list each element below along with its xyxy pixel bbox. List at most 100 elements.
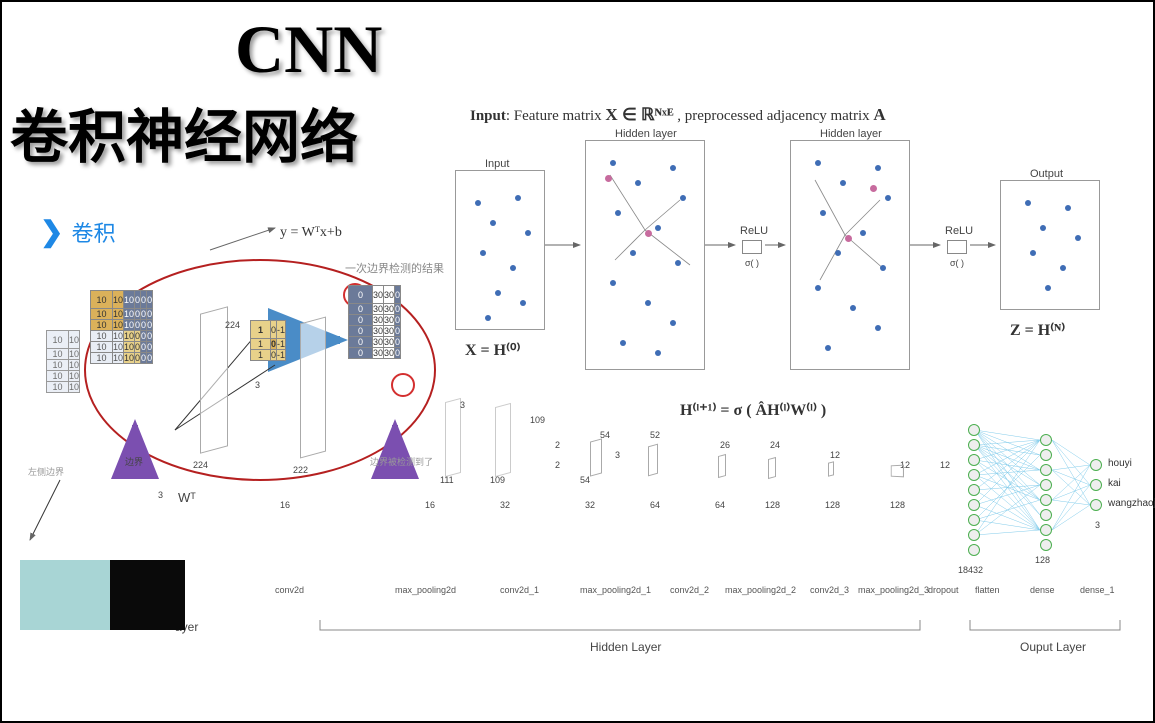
flatten-node <box>968 424 980 436</box>
dim-109b: 109 <box>490 475 505 485</box>
dense-node <box>1040 479 1052 491</box>
dim-12c: 12 <box>940 460 950 470</box>
graph-hidden1-panel <box>585 140 705 370</box>
dim-109a: 109 <box>530 415 545 425</box>
dim-52: 52 <box>650 430 660 440</box>
dim-128a: 128 <box>765 500 780 510</box>
dim-64a: 64 <box>650 500 660 510</box>
conv-result-label: 一次边界检测的结果 <box>345 260 444 276</box>
arch-box-54 <box>590 438 602 476</box>
dim-222a: 222 <box>293 465 308 475</box>
dim-32a: 32 <box>500 500 510 510</box>
layer-conv2d: conv2d <box>275 585 304 595</box>
flatten-node <box>968 454 980 466</box>
sigma2-label: σ( ) <box>950 258 964 268</box>
dense-node <box>1040 509 1052 521</box>
graph-dot <box>815 285 821 291</box>
dim-12a: 12 <box>830 450 840 460</box>
graph-dot <box>670 320 676 326</box>
output-node <box>1090 499 1102 511</box>
graph-dot <box>1030 250 1036 256</box>
layer-conv2d2: conv2d_2 <box>670 585 709 595</box>
dense-node <box>1040 449 1052 461</box>
output-node <box>1090 459 1102 471</box>
flatten-node <box>968 484 980 496</box>
layer-maxpool2d: max_pooling2d <box>395 585 456 595</box>
graph-dot <box>620 340 626 346</box>
output-name-1: houyi <box>1108 458 1132 469</box>
graph-dot <box>655 225 661 231</box>
arch-box-24 <box>768 457 776 479</box>
graph-dot-pink <box>645 230 652 237</box>
dense-node <box>1040 434 1052 446</box>
graph-dot <box>1045 285 1051 291</box>
input-equation: Input: Feature matrix X ∈ ℝᴺˣᴱ , preproc… <box>470 105 886 125</box>
h-update-eq: H⁽ˡ⁺¹⁾ = σ ( ÂH⁽ˡ⁾W⁽ˡ⁾ ) <box>680 400 826 420</box>
graph-dot <box>840 180 846 186</box>
layer-maxpool2d3: max_pooling2d_3 <box>858 585 929 595</box>
graph-dot <box>1060 265 1066 271</box>
graph-dot <box>825 345 831 351</box>
relu1-label: ReLU <box>740 225 768 237</box>
graph-dot <box>815 160 821 166</box>
flatten-node <box>968 439 980 451</box>
sigma1-label: σ( ) <box>745 258 759 268</box>
dense-node <box>1040 539 1052 551</box>
dim-3out: 3 <box>1095 520 1100 530</box>
graph-dot <box>645 300 651 306</box>
dim-224b: 224 <box>193 460 208 470</box>
dim-224a: 224 <box>225 320 240 330</box>
layer-conv2d1: conv2d_1 <box>500 585 539 595</box>
layer-dense1: dense_1 <box>1080 585 1115 595</box>
graph-dot <box>495 290 501 296</box>
graph-dot <box>610 160 616 166</box>
swatch-teal <box>20 560 110 630</box>
graph-dot <box>515 195 521 201</box>
hidden-layer-section-label: Hidden Layer <box>590 640 661 654</box>
graph-dot <box>875 325 881 331</box>
output-node <box>1090 479 1102 491</box>
layer-dropout: dropout <box>928 585 959 595</box>
input-panel-label: Input <box>485 158 509 170</box>
kernel-matrix: 10-1 10-1 10-1 <box>250 320 286 361</box>
graph-dot <box>655 350 661 356</box>
arch-box-26 <box>718 454 726 478</box>
dim-3c: 3 <box>460 400 465 410</box>
dim-54b: 54 <box>580 475 590 485</box>
relu1-box <box>742 240 762 254</box>
linear-equation: y = Wᵀx+b <box>280 225 342 241</box>
dim-128d: 128 <box>1035 555 1050 565</box>
swatch-black <box>110 560 185 630</box>
title-en: CNN <box>235 10 382 89</box>
output-matrix: 030300 030300 030300 030300 030300 03030… <box>348 285 401 359</box>
arch-box-52 <box>648 444 658 477</box>
para-222 <box>300 317 326 459</box>
title-cn: 卷积神经网络 <box>10 90 358 174</box>
graph-dot <box>610 280 616 286</box>
flatten-node <box>968 469 980 481</box>
graph-output-panel <box>1000 180 1100 310</box>
chevron-icon: ❯ <box>40 215 63 248</box>
dim-2a: 2 <box>555 440 560 450</box>
dim-64b: 64 <box>715 500 725 510</box>
graph-dot <box>880 265 886 271</box>
layer-flatten: flatten <box>975 585 1000 595</box>
graph-dot <box>670 165 676 171</box>
dense-node <box>1040 464 1052 476</box>
graph-dot <box>820 210 826 216</box>
relu2-box <box>947 240 967 254</box>
output-layer-section-label: Ouput Layer <box>1020 640 1086 654</box>
graph-dot <box>1075 235 1081 241</box>
dense-node <box>1040 524 1052 536</box>
para-224 <box>200 306 228 454</box>
graph-dot <box>1040 225 1046 231</box>
left-boundary-label: 左侧边界 <box>28 465 64 478</box>
layer-conv2d3: conv2d_3 <box>810 585 849 595</box>
flatten-node <box>968 544 980 556</box>
flatten-node <box>968 514 980 526</box>
graph-dot <box>485 315 491 321</box>
input-matrix: 101010000 101010000 101010000 101010000 … <box>90 290 153 364</box>
dense-node <box>1040 494 1052 506</box>
para-111 <box>445 398 461 477</box>
dim-3a: 3 <box>158 490 163 500</box>
